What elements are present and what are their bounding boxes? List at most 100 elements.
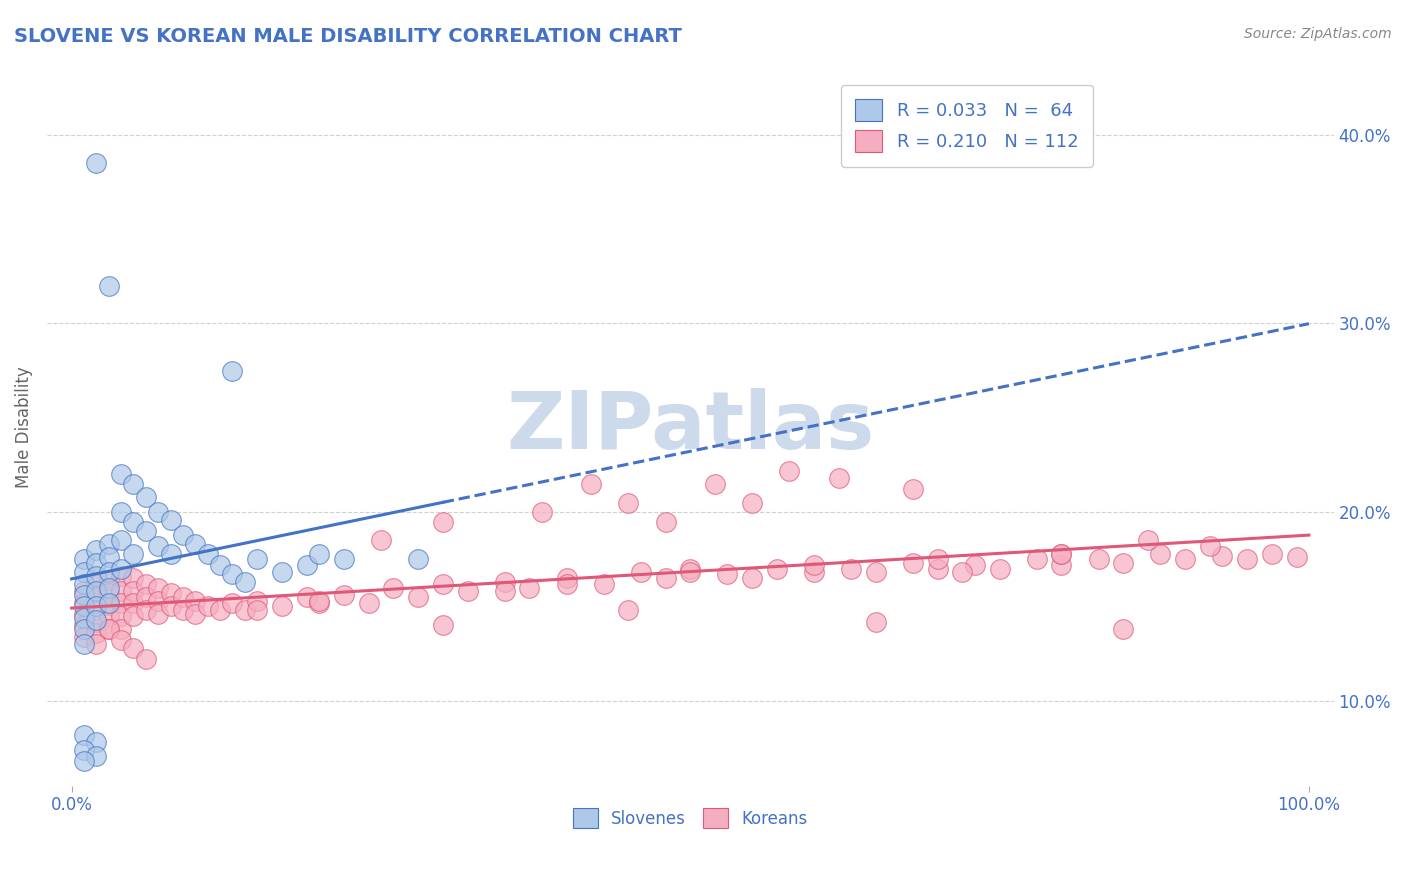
Point (382, 581, 405, 595)
Point (1050, 558, 1073, 572)
Point (519, 581, 541, 595)
Y-axis label: Male Disability: Male Disability (15, 367, 32, 488)
Point (432, 577, 454, 591)
Point (308, 596, 330, 610)
Point (555, 571, 578, 585)
Point (1261, 547, 1284, 561)
Text: SLOVENE VS KOREAN MALE DISABILITY CORRELATION CHART: SLOVENE VS KOREAN MALE DISABILITY CORREL… (14, 27, 682, 45)
Point (159, 586, 181, 600)
Point (122, 515, 145, 529)
Point (148, 607, 170, 621)
Point (73, 552, 96, 566)
Point (233, 603, 256, 617)
Point (1211, 549, 1233, 563)
Point (73, 596, 96, 610)
Point (630, 566, 652, 580)
Point (271, 566, 294, 580)
Point (135, 524, 157, 538)
Point (110, 622, 132, 636)
Point (97, 537, 120, 551)
Point (221, 567, 243, 582)
Point (246, 552, 269, 566)
Point (135, 590, 157, 604)
Point (952, 566, 974, 580)
Point (233, 574, 256, 589)
Point (1137, 533, 1160, 548)
Point (679, 566, 702, 580)
Point (159, 513, 181, 527)
Point (406, 590, 429, 604)
Point (406, 552, 429, 566)
Point (97, 608, 120, 623)
Point (110, 467, 132, 482)
Point (828, 471, 851, 485)
Point (86, 599, 108, 614)
Point (73, 588, 96, 602)
Point (716, 567, 738, 582)
Point (1050, 547, 1073, 561)
Point (246, 594, 269, 608)
Point (333, 552, 356, 566)
Point (86, 613, 108, 627)
Point (1112, 556, 1135, 570)
Point (122, 571, 145, 585)
Point (197, 547, 219, 561)
Point (73, 618, 96, 632)
Point (97, 550, 120, 565)
Point (766, 562, 789, 576)
Point (901, 556, 924, 570)
Point (135, 490, 157, 504)
Legend: Slovenes, Koreans: Slovenes, Koreans (567, 801, 814, 835)
Point (432, 515, 454, 529)
Point (86, 735, 108, 749)
Point (73, 630, 96, 644)
Point (97, 622, 120, 636)
Point (122, 547, 145, 561)
Point (172, 527, 194, 541)
Point (1112, 622, 1135, 636)
Point (73, 622, 96, 636)
Point (865, 566, 887, 580)
Point (97, 566, 120, 580)
Point (73, 637, 96, 651)
Point (148, 505, 170, 519)
Point (530, 505, 553, 519)
Point (172, 590, 194, 604)
Point (73, 584, 96, 599)
Point (86, 156, 108, 170)
Point (927, 562, 949, 576)
Point (494, 574, 516, 589)
Point (122, 584, 145, 599)
Point (197, 599, 219, 614)
Point (592, 577, 614, 591)
Point (73, 754, 96, 768)
Point (1236, 552, 1258, 566)
Point (221, 363, 243, 377)
Point (494, 584, 516, 599)
Point (1174, 552, 1197, 566)
Point (654, 515, 676, 529)
Point (122, 596, 145, 610)
Point (73, 611, 96, 625)
Point (97, 586, 120, 600)
Point (617, 603, 640, 617)
Point (97, 598, 120, 612)
Point (432, 618, 454, 632)
Point (110, 505, 132, 519)
Point (86, 626, 108, 640)
Point (457, 584, 479, 599)
Point (803, 558, 825, 572)
Point (122, 608, 145, 623)
Point (184, 537, 207, 551)
Point (86, 577, 108, 591)
Point (741, 571, 763, 585)
Point (209, 558, 232, 572)
Point (97, 596, 120, 610)
Text: Source: ZipAtlas.com: Source: ZipAtlas.com (1244, 27, 1392, 41)
Point (184, 594, 207, 608)
Point (110, 633, 132, 648)
Point (778, 464, 800, 478)
Point (148, 539, 170, 553)
Point (110, 596, 132, 610)
Point (1025, 552, 1047, 566)
